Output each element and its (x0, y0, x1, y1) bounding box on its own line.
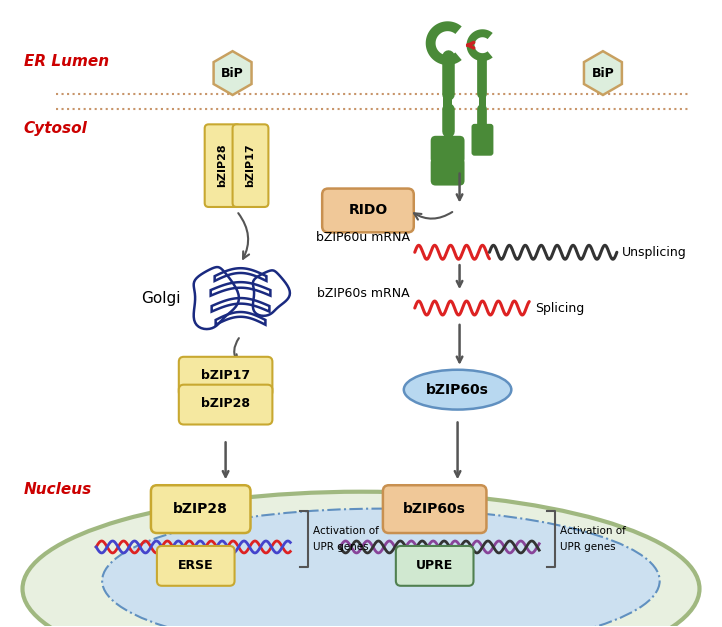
FancyBboxPatch shape (396, 546, 474, 586)
Text: ERSE: ERSE (178, 559, 214, 572)
Polygon shape (584, 51, 622, 95)
Ellipse shape (404, 370, 511, 409)
Text: bZIP60s: bZIP60s (426, 382, 489, 397)
FancyBboxPatch shape (383, 485, 487, 533)
FancyArrowPatch shape (414, 212, 452, 219)
Text: Activation of: Activation of (313, 526, 379, 536)
FancyBboxPatch shape (431, 136, 464, 164)
Text: bZIP17: bZIP17 (245, 144, 256, 187)
Text: BiP: BiP (221, 66, 244, 80)
Text: Nucleus: Nucleus (24, 482, 92, 497)
FancyBboxPatch shape (205, 124, 240, 207)
FancyBboxPatch shape (179, 357, 272, 397)
Text: UPRE: UPRE (416, 559, 453, 572)
FancyBboxPatch shape (471, 124, 493, 155)
Text: bZIP28: bZIP28 (217, 144, 227, 187)
FancyArrowPatch shape (231, 338, 239, 362)
Text: UPR genes: UPR genes (313, 542, 369, 552)
Text: Golgi: Golgi (142, 290, 180, 305)
Text: bZIP28: bZIP28 (201, 397, 250, 410)
Polygon shape (426, 21, 461, 65)
Text: Unsplicing: Unsplicing (622, 246, 687, 259)
FancyBboxPatch shape (179, 385, 272, 424)
FancyArrowPatch shape (238, 213, 249, 259)
Text: UPR genes: UPR genes (560, 542, 616, 552)
FancyBboxPatch shape (431, 158, 464, 186)
FancyBboxPatch shape (322, 189, 414, 233)
Text: bZIP60s mRNA: bZIP60s mRNA (317, 287, 410, 300)
FancyBboxPatch shape (443, 92, 452, 111)
Ellipse shape (22, 492, 700, 627)
Text: bZIP60s: bZIP60s (403, 502, 466, 516)
Text: RIDO: RIDO (348, 203, 388, 218)
Polygon shape (214, 51, 251, 95)
Text: bZIP60u mRNA: bZIP60u mRNA (316, 231, 410, 244)
Text: Splicing: Splicing (535, 302, 585, 315)
FancyBboxPatch shape (151, 485, 251, 533)
Text: ER Lumen: ER Lumen (24, 54, 108, 68)
Text: bZIP28: bZIP28 (173, 502, 228, 516)
Polygon shape (466, 29, 492, 61)
FancyBboxPatch shape (479, 92, 486, 111)
FancyBboxPatch shape (232, 124, 269, 207)
FancyBboxPatch shape (157, 546, 235, 586)
Text: bZIP17: bZIP17 (201, 369, 250, 382)
Text: BiP: BiP (591, 66, 614, 80)
Ellipse shape (102, 508, 660, 627)
Text: Activation of: Activation of (560, 526, 626, 536)
Text: Cytosol: Cytosol (24, 121, 87, 136)
